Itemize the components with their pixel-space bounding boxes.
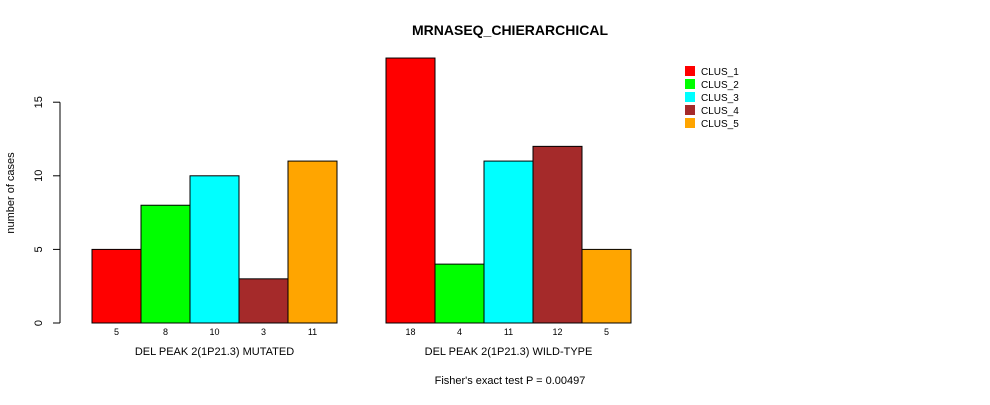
legend: CLUS_1 CLUS_2 CLUS_3 CLUS_4 CLUS_5 xyxy=(685,66,739,130)
legend-label-clus_4: CLUS_4 xyxy=(701,106,739,117)
bar-count-label: 10 xyxy=(209,327,219,337)
legend-swatch-clus_1 xyxy=(685,66,695,76)
legend-swatch-clus_4 xyxy=(685,105,695,115)
y-axis: 0 5 10 15 xyxy=(33,96,61,326)
bar-group2-clus_2 xyxy=(434,263,485,324)
bar-count-label: 5 xyxy=(114,327,119,337)
footnote: Fisher's exact test P = 0.00497 xyxy=(435,375,586,387)
bar-count-label: 11 xyxy=(504,327,513,337)
bar-count-label: 3 xyxy=(261,327,266,337)
bar-group2-clus_4 xyxy=(532,145,583,324)
bar-count-label: 8 xyxy=(163,327,168,337)
legend-label-clus_3: CLUS_3 xyxy=(701,93,739,104)
y-tick-label: 0 xyxy=(33,320,45,326)
bar-group1-clus_3 xyxy=(189,175,240,324)
bar-count-label: 12 xyxy=(552,327,562,337)
legend-swatch-clus_2 xyxy=(685,79,695,89)
chart-title: MRNASEQ_CHIERARCHICAL xyxy=(412,22,608,38)
group-label-2: DEL PEAK 2(1P21.3) WILD-TYPE xyxy=(425,346,593,358)
legend-label-clus_5: CLUS_5 xyxy=(701,119,739,130)
y-tick-label: 10 xyxy=(33,170,45,182)
bar-group2-clus_3 xyxy=(483,160,534,324)
bar-count-label: 18 xyxy=(405,327,415,337)
bar-count-label: 5 xyxy=(604,327,609,337)
y-axis-label: number of cases xyxy=(5,152,17,234)
y-tick-label: 5 xyxy=(33,246,45,252)
group-label-1: DEL PEAK 2(1P21.3) MUTATED xyxy=(135,346,294,358)
bar-group1-clus_1 xyxy=(91,248,142,324)
bar-count-label: 4 xyxy=(457,327,462,337)
bar-group1-clus_4 xyxy=(238,278,289,324)
bars: 5 8 10 3 11 DEL PEAK 2(1P21.3) MUTATED 18 4 11 12… xyxy=(91,57,632,358)
legend-label-clus_1: CLUS_1 xyxy=(701,67,739,78)
bar-group2-clus_5 xyxy=(581,248,632,324)
bar-group2-clus_1 xyxy=(385,57,436,324)
bar-group1-clus_5 xyxy=(287,160,338,324)
bar-count-label: 11 xyxy=(308,327,317,337)
y-tick-label: 15 xyxy=(33,96,45,108)
bar-group1-clus_2 xyxy=(140,204,191,324)
legend-swatch-clus_3 xyxy=(685,92,695,102)
legend-label-clus_2: CLUS_2 xyxy=(701,80,739,91)
legend-swatch-clus_5 xyxy=(685,118,695,128)
